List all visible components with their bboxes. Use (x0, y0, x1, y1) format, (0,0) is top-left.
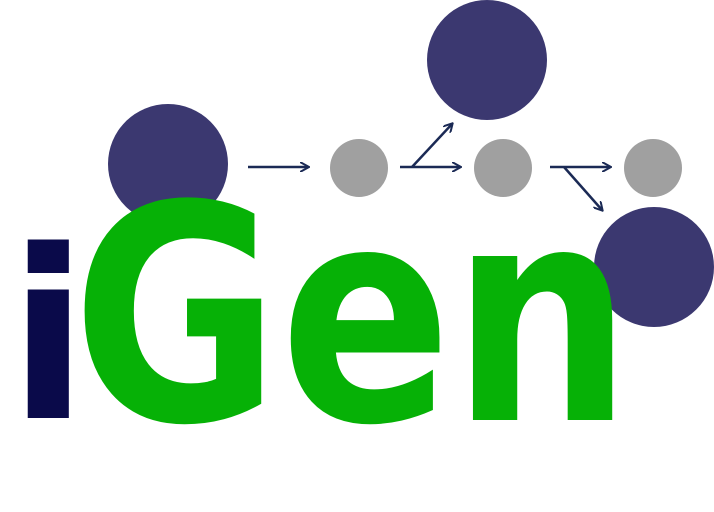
logo-word-gen: Gen (72, 142, 632, 491)
small-node-2 (474, 139, 532, 197)
logo-prefix-i: i (8, 201, 89, 474)
large-node-right (594, 207, 714, 327)
small-node-1 (330, 139, 388, 197)
small-node-3 (624, 139, 682, 197)
large-node-left (108, 104, 228, 224)
arrow-group (248, 124, 610, 210)
large-node-top (427, 0, 547, 120)
arrow-branch-down (563, 166, 602, 210)
arrow-branch-up (411, 124, 452, 168)
